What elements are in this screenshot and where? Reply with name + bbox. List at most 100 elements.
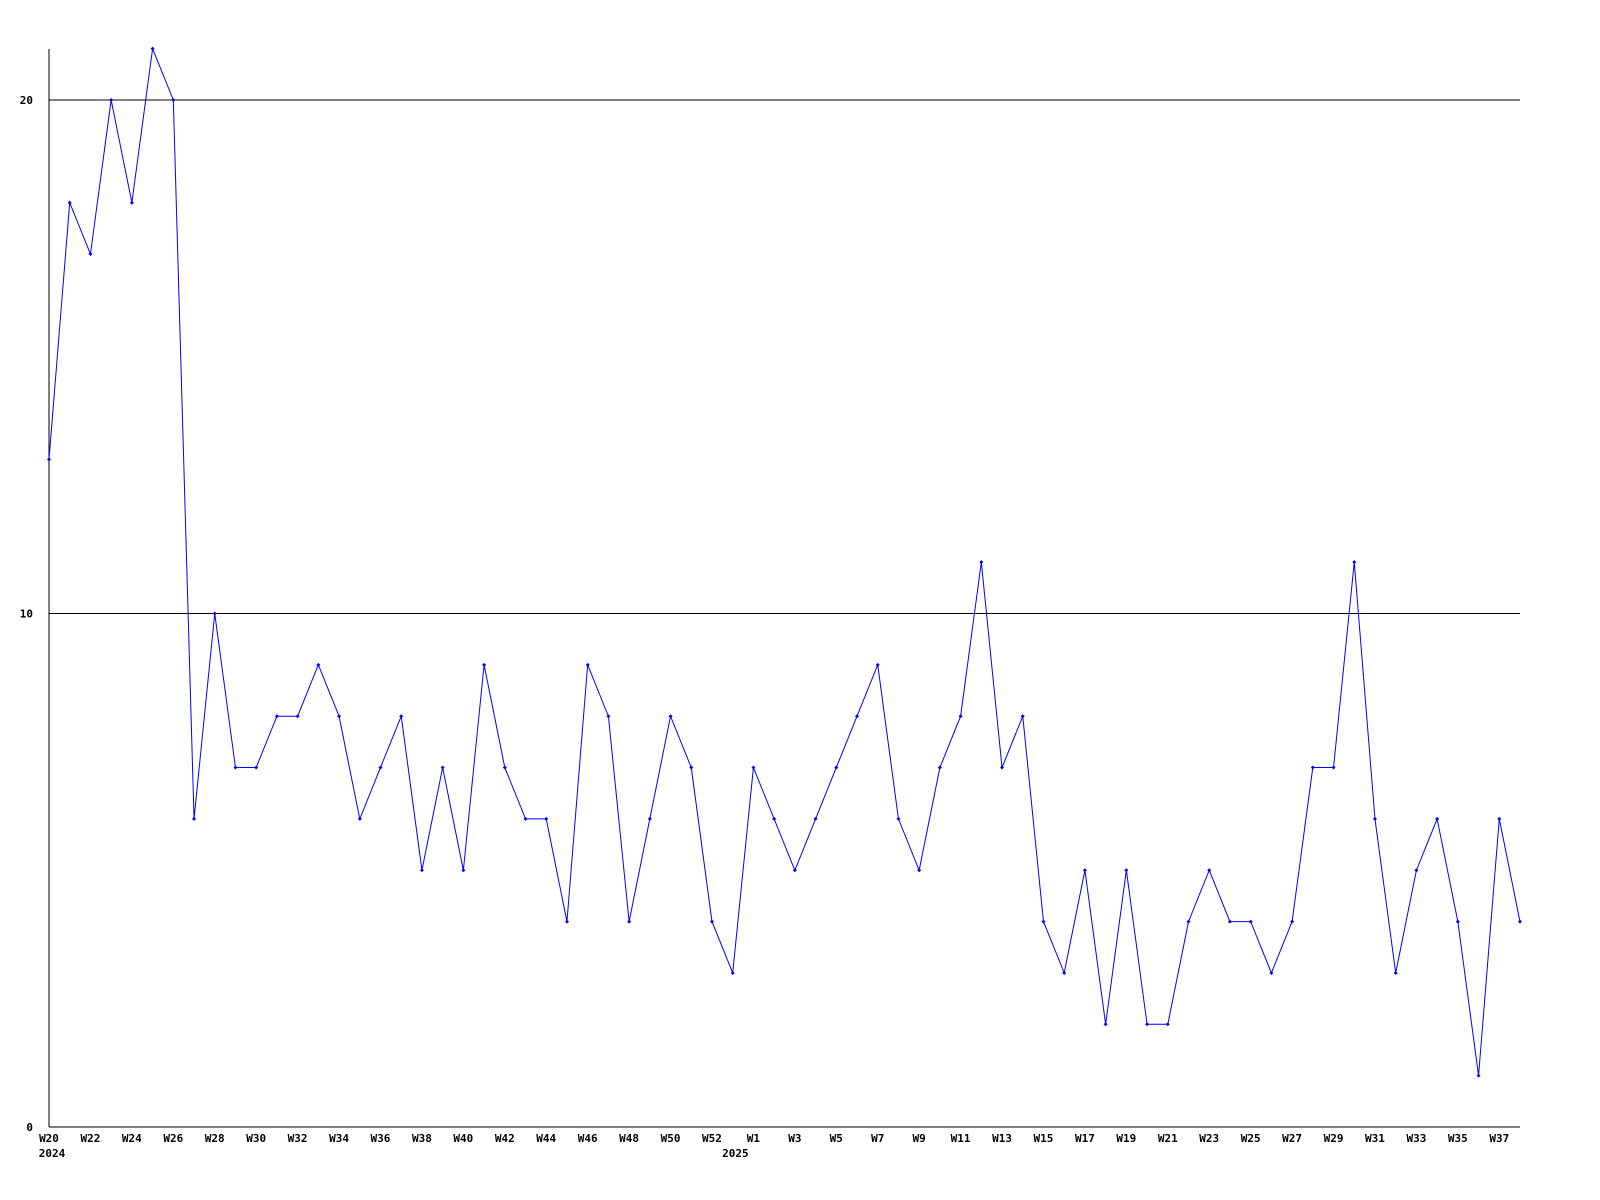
- x-tick-label: W9: [913, 1132, 926, 1145]
- x-tick-label: W42: [495, 1132, 515, 1145]
- data-point: [233, 765, 238, 770]
- data-point: [1103, 1022, 1108, 1027]
- data-point: [523, 816, 528, 821]
- data-point: [1290, 919, 1295, 924]
- data-point: [1124, 868, 1129, 873]
- x-tick-label: W24: [122, 1132, 142, 1145]
- data-point: [1310, 765, 1315, 770]
- data-point: [1476, 1073, 1481, 1078]
- data-point: [896, 816, 901, 821]
- data-point: [378, 765, 383, 770]
- data-point: [1331, 765, 1336, 770]
- data-point: [689, 765, 694, 770]
- data-point: [1497, 816, 1502, 821]
- data-point: [564, 919, 569, 924]
- data-point: [917, 868, 922, 873]
- data-point: [192, 816, 197, 821]
- data-point: [958, 714, 963, 719]
- x-tick-label: W27: [1282, 1132, 1302, 1145]
- data-point: [171, 98, 176, 102]
- x-tick-label: W29: [1324, 1132, 1344, 1145]
- data-point: [295, 714, 300, 719]
- data-point: [1372, 816, 1377, 821]
- data-point: [792, 868, 797, 873]
- x-tick-label: W32: [288, 1132, 308, 1145]
- data-point: [129, 200, 134, 205]
- data-point: [1393, 970, 1398, 975]
- data-point: [1082, 868, 1087, 873]
- data-point: [67, 200, 72, 205]
- x-tick-label: W1: [747, 1132, 761, 1145]
- x-tick-label: W7: [871, 1132, 884, 1145]
- x-tick-label: W17: [1075, 1132, 1095, 1145]
- x-tick-label: W33: [1406, 1132, 1426, 1145]
- data-point: [979, 560, 984, 565]
- data-point: [419, 868, 424, 873]
- data-point: [1186, 919, 1191, 924]
- data-point: [1518, 919, 1522, 924]
- data-point: [647, 816, 652, 821]
- y-tick-label: 0: [26, 1121, 33, 1134]
- data-point: [150, 46, 155, 51]
- y-tick-label: 10: [20, 608, 33, 621]
- y-tick-label: 20: [20, 94, 33, 107]
- data-point: [212, 611, 217, 616]
- data-point: [502, 765, 507, 770]
- x-tick-label: W20: [39, 1132, 59, 1145]
- data-point: [606, 714, 611, 719]
- data-point: [834, 765, 839, 770]
- x-tick-label: W3: [788, 1132, 801, 1145]
- data-point: [461, 868, 466, 873]
- data-point: [730, 970, 735, 975]
- data-point: [875, 662, 880, 667]
- data-point: [1248, 919, 1253, 924]
- x-tick-label: W37: [1489, 1132, 1509, 1145]
- data-point: [1165, 1022, 1170, 1027]
- data-point: [440, 765, 445, 770]
- data-point: [668, 714, 673, 719]
- data-point: [47, 457, 51, 462]
- data-point: [1269, 970, 1274, 975]
- x-tick-label: W48: [619, 1132, 639, 1145]
- x-tick-label: W50: [661, 1132, 681, 1145]
- data-point: [1227, 919, 1232, 924]
- x-tick-label: W21: [1158, 1132, 1178, 1145]
- x-tick-label: W15: [1034, 1132, 1054, 1145]
- x-tick-label: W19: [1116, 1132, 1136, 1145]
- data-point: [1435, 816, 1440, 821]
- data-point: [1207, 868, 1212, 873]
- data-point: [274, 714, 279, 719]
- data-point: [585, 662, 590, 667]
- data-point: [109, 98, 114, 102]
- data-point: [627, 919, 632, 924]
- data-point: [1352, 560, 1357, 565]
- data-point: [316, 662, 321, 667]
- data-point: [88, 252, 93, 257]
- data-point: [709, 919, 714, 924]
- year-label: 2025: [722, 1147, 749, 1160]
- x-tick-label: W28: [205, 1132, 225, 1145]
- x-tick-label: W31: [1365, 1132, 1385, 1145]
- x-tick-label: W11: [951, 1132, 971, 1145]
- data-point: [1414, 868, 1419, 873]
- data-point: [357, 816, 362, 821]
- data-point: [1062, 970, 1067, 975]
- x-tick-label: W23: [1199, 1132, 1219, 1145]
- x-tick-label: W35: [1448, 1132, 1468, 1145]
- x-tick-label: W5: [830, 1132, 843, 1145]
- series-line: [48, 46, 1521, 1076]
- data-point: [254, 765, 259, 770]
- x-tick-label: W52: [702, 1132, 722, 1145]
- data-point: [544, 816, 549, 821]
- data-point: [937, 765, 942, 770]
- data-point: [813, 816, 818, 821]
- data-point: [772, 816, 777, 821]
- data-point: [1041, 919, 1046, 924]
- data-point: [399, 714, 404, 719]
- x-tick-label: W38: [412, 1132, 432, 1145]
- x-tick-label: W30: [246, 1132, 266, 1145]
- x-tick-label: W44: [536, 1132, 556, 1145]
- x-tick-label: W26: [163, 1132, 183, 1145]
- data-point: [1000, 765, 1005, 770]
